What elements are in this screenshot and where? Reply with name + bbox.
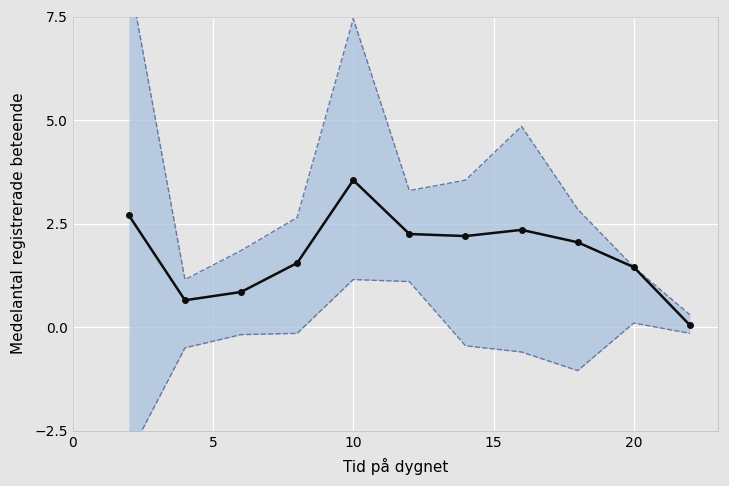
Y-axis label: Medelantal registrerade beteende: Medelantal registrerade beteende xyxy=(11,93,26,354)
X-axis label: Tid på dygnet: Tid på dygnet xyxy=(343,458,448,475)
